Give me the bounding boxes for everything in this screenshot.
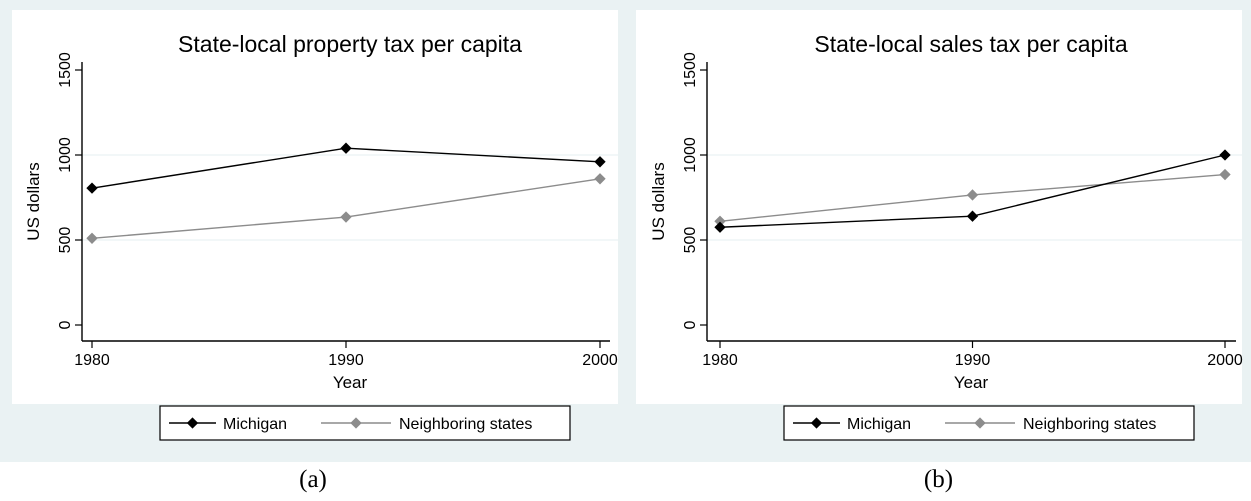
chart-b-data-point bbox=[1219, 168, 1231, 181]
chart-a-y-tick-label: 1500 bbox=[57, 52, 74, 88]
chart-b-y-tick-label: 1500 bbox=[682, 52, 699, 88]
chart-b-plot-background bbox=[636, 10, 1242, 404]
chart-a-y-tick-label: 0 bbox=[57, 320, 74, 329]
chart-a-data-point bbox=[594, 173, 606, 185]
chart-b-data-point bbox=[1219, 149, 1231, 161]
chart-b-legend-marker-2 bbox=[974, 417, 986, 429]
chart-a-x-axis-label: Year bbox=[333, 373, 368, 392]
chart-a-data-point bbox=[340, 142, 352, 154]
chart-a-x-tick-label: 1980 bbox=[74, 352, 110, 369]
caption-b: (b) bbox=[923, 466, 954, 493]
chart-a-y-axis-label: US dollars bbox=[24, 162, 43, 240]
chart-a-data-point bbox=[594, 156, 606, 168]
chart-a-svg: 0 500 1000 1500 1980 1990 2000 State-local prop… bbox=[0, 0, 626, 462]
chart-b-svg: 0 500 1000 1500 1980 1990 2000 State-local sale… bbox=[626, 0, 1251, 462]
chart-a-legend-marker-2 bbox=[350, 417, 362, 429]
chart-a-data-point bbox=[340, 211, 352, 223]
chart-panel-a: 0 500 1000 1500 1980 1990 2000 State-local prop… bbox=[0, 0, 626, 462]
chart-a-legend-label-1: Michigan bbox=[223, 416, 287, 433]
chart-a-x-tick-label: 1990 bbox=[328, 352, 364, 369]
chart-b-y-tick-label: 500 bbox=[682, 227, 699, 254]
chart-b-data-point bbox=[966, 210, 979, 222]
caption-a: (a) bbox=[299, 466, 327, 493]
chart-b-legend-marker-1 bbox=[810, 417, 823, 429]
chart-a-y-tick-label: 1000 bbox=[57, 137, 74, 173]
chart-a-x-tick-label: 2000 bbox=[582, 352, 618, 369]
chart-a-y-tick-label: 500 bbox=[57, 227, 74, 254]
chart-b-legend-label-2: Neighboring states bbox=[1023, 416, 1156, 433]
chart-a-title: State-local property tax per capita bbox=[178, 31, 522, 57]
chart-b-title: State-local sales tax per capita bbox=[814, 31, 1127, 57]
chart-panel-b: 0 500 1000 1500 1980 1990 2000 State-local sale… bbox=[626, 0, 1251, 462]
chart-b-y-axis-label: US dollars bbox=[649, 162, 668, 240]
chart-b-data-point bbox=[966, 189, 979, 201]
chart-b-x-tick-label: 1980 bbox=[702, 352, 738, 369]
chart-b-x-tick-label: 1990 bbox=[955, 352, 991, 369]
chart-b-y-tick-label: 0 bbox=[682, 320, 699, 329]
chart-b-legend-label-1: Michigan bbox=[847, 416, 911, 433]
chart-a-legend-label-2: Neighboring states bbox=[399, 416, 532, 433]
chart-a-plot-background bbox=[12, 10, 618, 404]
chart-b-y-tick-label: 1000 bbox=[682, 137, 699, 173]
chart-b-x-axis-label: Year bbox=[954, 373, 989, 392]
chart-a-legend-marker-1 bbox=[186, 417, 199, 429]
chart-b-x-tick-label: 2000 bbox=[1207, 352, 1243, 369]
